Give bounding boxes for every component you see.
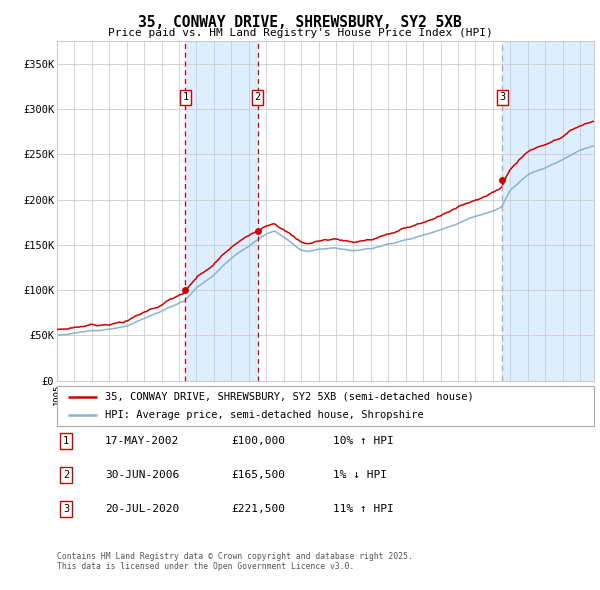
Text: 3: 3 bbox=[499, 92, 506, 102]
Text: 35, CONWAY DRIVE, SHREWSBURY, SY2 5XB: 35, CONWAY DRIVE, SHREWSBURY, SY2 5XB bbox=[138, 15, 462, 30]
Text: 10% ↑ HPI: 10% ↑ HPI bbox=[333, 436, 394, 445]
Text: Contains HM Land Registry data © Crown copyright and database right 2025.
This d: Contains HM Land Registry data © Crown c… bbox=[57, 552, 413, 571]
Text: 17-MAY-2002: 17-MAY-2002 bbox=[105, 436, 179, 445]
Text: 1: 1 bbox=[182, 92, 188, 102]
Text: 20-JUL-2020: 20-JUL-2020 bbox=[105, 504, 179, 514]
Text: 1% ↓ HPI: 1% ↓ HPI bbox=[333, 470, 387, 480]
Text: 2: 2 bbox=[63, 470, 69, 480]
Text: £221,500: £221,500 bbox=[231, 504, 285, 514]
Text: 35, CONWAY DRIVE, SHREWSBURY, SY2 5XB (semi-detached house): 35, CONWAY DRIVE, SHREWSBURY, SY2 5XB (s… bbox=[106, 392, 474, 402]
Text: 1: 1 bbox=[63, 436, 69, 445]
Text: HPI: Average price, semi-detached house, Shropshire: HPI: Average price, semi-detached house,… bbox=[106, 410, 424, 420]
Text: 2: 2 bbox=[254, 92, 260, 102]
Text: 30-JUN-2006: 30-JUN-2006 bbox=[105, 470, 179, 480]
Bar bbox=[502, 41, 594, 381]
Bar bbox=[185, 41, 257, 381]
Text: Price paid vs. HM Land Registry's House Price Index (HPI): Price paid vs. HM Land Registry's House … bbox=[107, 28, 493, 38]
Text: 3: 3 bbox=[63, 504, 69, 514]
Text: 11% ↑ HPI: 11% ↑ HPI bbox=[333, 504, 394, 514]
Text: £165,500: £165,500 bbox=[231, 470, 285, 480]
Text: £100,000: £100,000 bbox=[231, 436, 285, 445]
